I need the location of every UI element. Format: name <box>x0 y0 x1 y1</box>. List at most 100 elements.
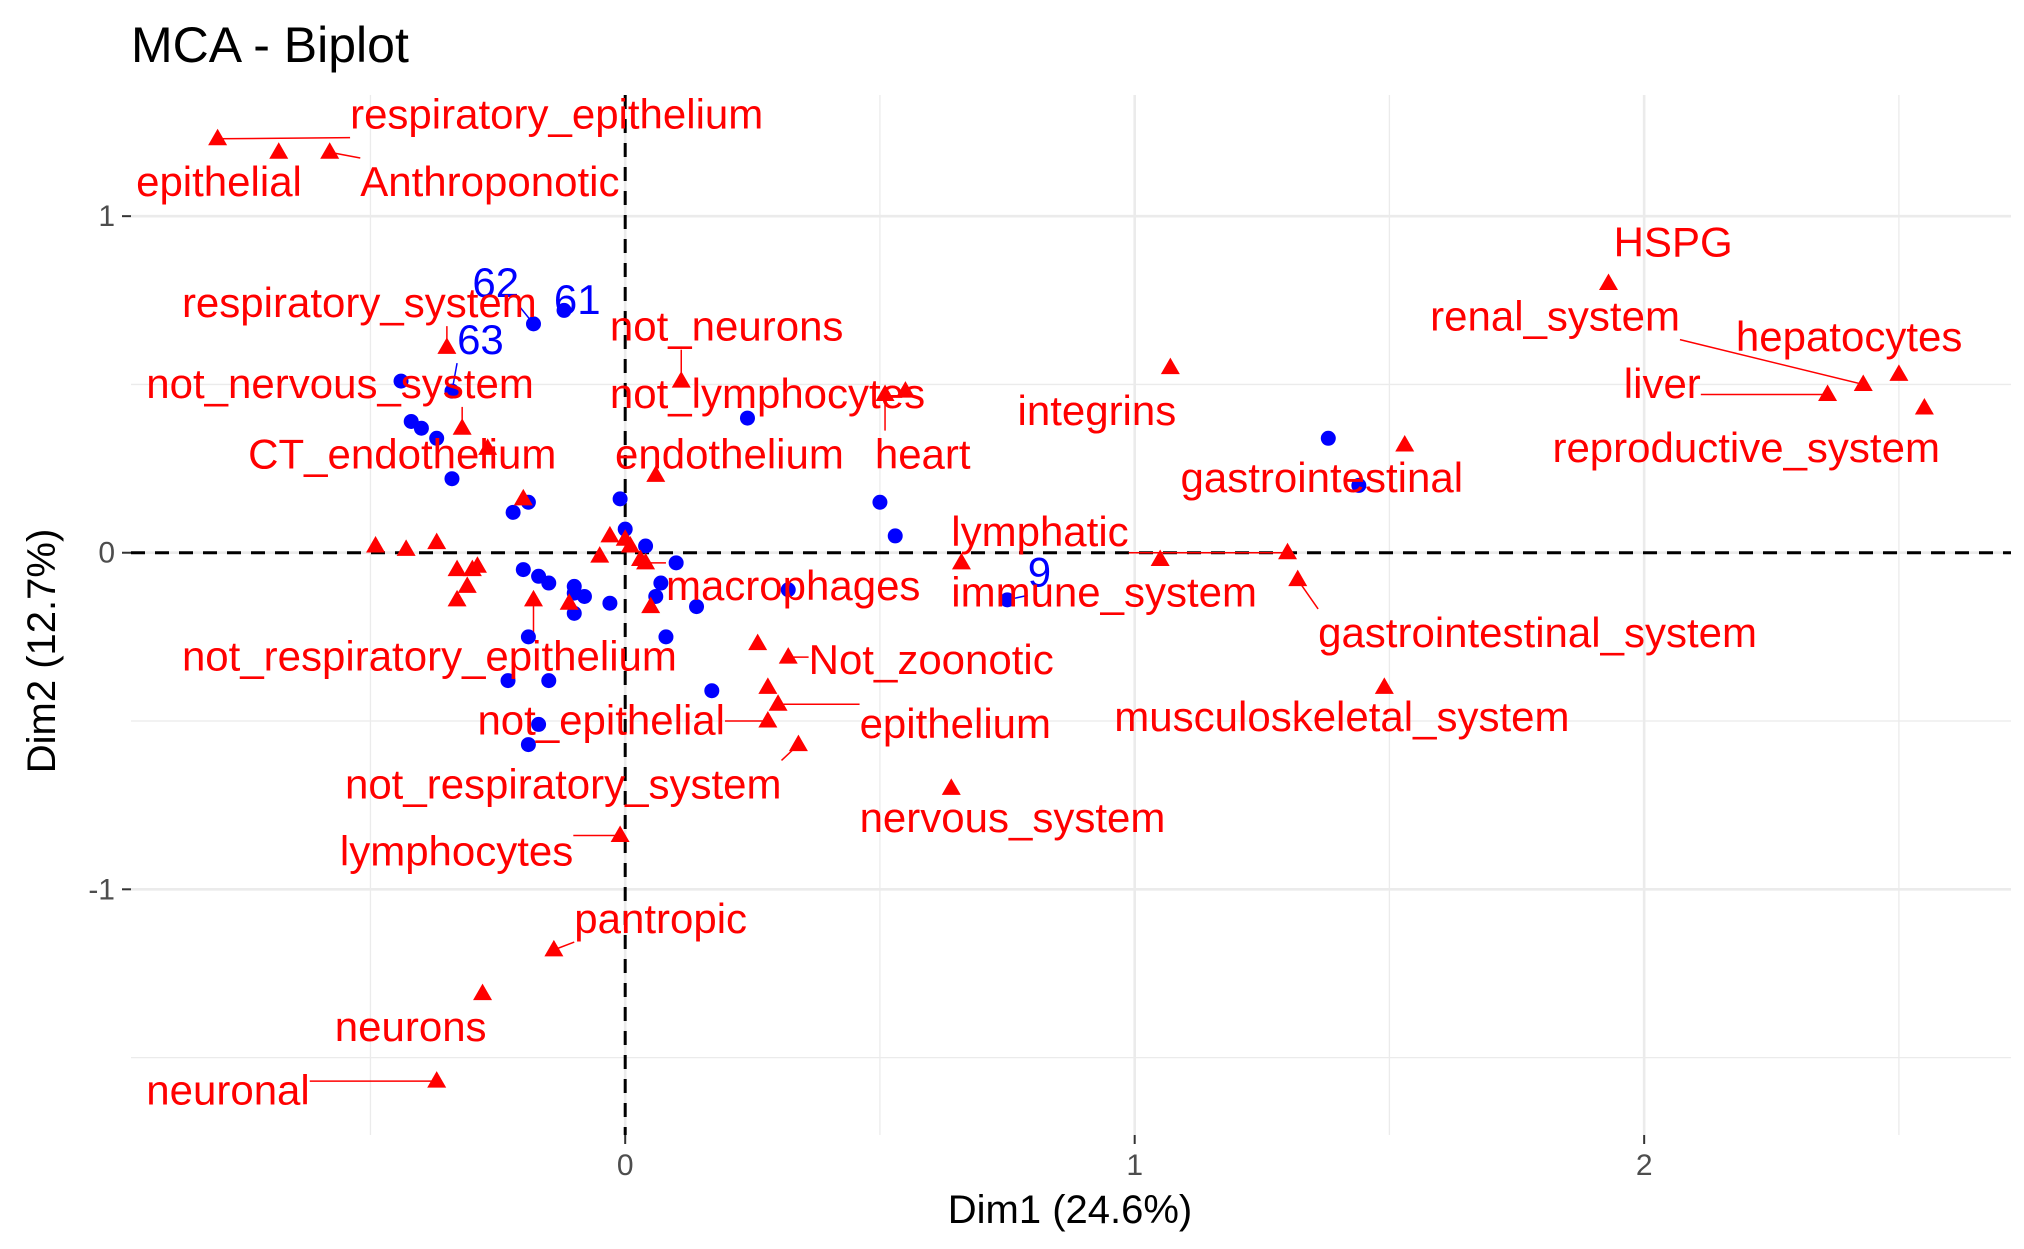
individual-point <box>1351 477 1367 493</box>
variable-point <box>748 633 768 651</box>
variable-point <box>600 525 620 543</box>
individual-label: 63 <box>457 316 504 363</box>
variable-point <box>875 384 895 402</box>
variable-label: Not_zoonotic <box>809 636 1054 683</box>
variable-label: hepatocytes <box>1736 313 1963 360</box>
variable-label: not_neurons <box>610 303 844 350</box>
individual-label: 62 <box>472 259 519 306</box>
variable-label: epithelial <box>136 158 302 205</box>
label-layer: 62 61 63 9 respiratory_epithelium epithelial A… <box>136 91 1962 1114</box>
individual-point <box>780 582 796 598</box>
individual-point <box>531 716 547 732</box>
variable-point <box>590 546 610 563</box>
individual-point <box>520 737 536 753</box>
variable-label: epithelium <box>860 700 1051 747</box>
y-tick-label: 0 <box>98 537 115 570</box>
variable-label: integrins <box>1018 387 1177 434</box>
variable-label: pantropic <box>574 895 747 942</box>
variable-point <box>544 939 564 957</box>
individual-point <box>444 471 460 487</box>
variable-label: heart <box>875 431 971 478</box>
individual-point <box>653 575 669 591</box>
variable-point <box>1288 569 1308 587</box>
variable-point <box>778 647 798 664</box>
variable-point <box>447 589 467 607</box>
variable-point <box>427 1071 447 1088</box>
variable-point <box>269 142 289 159</box>
variable-point <box>1914 398 1934 415</box>
variable-point <box>447 559 467 577</box>
variable-label: macrophages <box>666 562 920 609</box>
individual-point <box>505 504 521 520</box>
individual-point <box>739 410 755 426</box>
variable-point <box>559 593 579 610</box>
variable-label: lymphocytes <box>340 828 573 875</box>
y-tick-label: 1 <box>98 200 115 233</box>
variable-point <box>396 539 416 556</box>
variable-point <box>1160 357 1180 375</box>
variable-point <box>641 596 661 614</box>
reference-lines <box>131 95 2011 1135</box>
individual-point <box>668 555 684 571</box>
individual-point <box>515 562 531 578</box>
variable-point <box>788 734 808 752</box>
individual-point <box>612 491 628 507</box>
variable-point <box>320 142 340 159</box>
variable-label: nervous_system <box>860 794 1166 841</box>
variable-label: reproductive_system <box>1552 424 1940 471</box>
individual-label: 9 <box>1028 548 1051 595</box>
label-connector <box>217 136 351 140</box>
variable-point <box>1599 273 1619 290</box>
variable-point <box>768 694 788 711</box>
variable-label: gastrointestinal_system <box>1318 609 1757 656</box>
chart-title: MCA - Biplot <box>131 17 409 73</box>
individual-point <box>1320 430 1336 446</box>
variable-label: respiratory_system <box>182 279 537 326</box>
variable-point <box>1374 677 1394 694</box>
variable-label: not_nervous_system <box>146 360 534 407</box>
variable-point <box>478 438 498 455</box>
variable-point <box>427 532 447 550</box>
x-tick-label: 2 <box>1636 1149 1653 1182</box>
variable-label: liver <box>1624 360 1701 407</box>
label-connectors <box>217 136 1864 1082</box>
individual-point <box>541 673 557 689</box>
y-axis-title: Dim2 (12.7%) <box>20 529 64 774</box>
label-connector <box>1679 338 1864 386</box>
variable-label: CT_endothelium <box>248 431 556 478</box>
individual-point <box>689 599 705 615</box>
y-tick-label: -1 <box>88 873 115 906</box>
x-tick-label: 1 <box>1126 1149 1143 1182</box>
variable-label: HSPG <box>1614 219 1733 266</box>
variable-point <box>457 576 477 593</box>
variable-point <box>758 677 778 694</box>
variable-point <box>630 549 650 566</box>
variable-label: gastrointestinal <box>1181 454 1464 501</box>
variable-point <box>452 418 472 435</box>
variable-point <box>1889 364 1909 381</box>
variable-point <box>1818 384 1838 402</box>
variable-point <box>646 465 666 482</box>
individual-point <box>617 521 633 537</box>
variable-point <box>610 825 630 842</box>
variable-label: immune_system <box>951 569 1257 616</box>
individual-point <box>887 528 903 544</box>
variable-label: musculoskeletal_system <box>1114 693 1569 740</box>
individual-point <box>704 683 720 699</box>
individual-point <box>500 673 516 689</box>
variable-point <box>951 552 971 570</box>
variable-point <box>1278 542 1298 560</box>
variable-label: not_respiratory_system <box>345 760 782 807</box>
variable-point <box>208 128 228 146</box>
tick-layer: 0 1 2 -1 0 1 <box>88 200 1652 1182</box>
individual-point <box>658 629 674 645</box>
variable-point <box>366 536 386 553</box>
x-tick-label: 0 <box>617 1149 634 1182</box>
individual-point <box>525 316 541 332</box>
individual-point <box>429 430 445 446</box>
individual-point <box>393 373 409 389</box>
variable-label: Anthroponotic <box>360 158 619 205</box>
variable-point <box>1150 549 1170 566</box>
variable-label: not_epithelial <box>477 696 725 743</box>
